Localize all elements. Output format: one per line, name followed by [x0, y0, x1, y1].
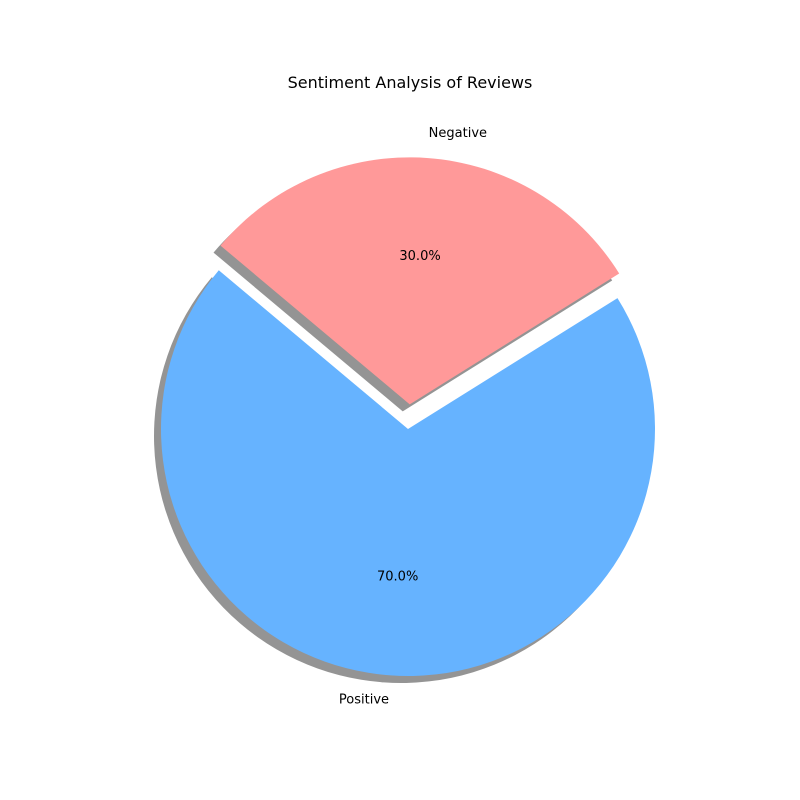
slice-percent-negative: 30.0%: [399, 249, 440, 264]
slice-percent-positive: 70.0%: [377, 569, 418, 584]
pie-slices: [161, 157, 656, 676]
chart-title: Sentiment Analysis of Reviews: [288, 73, 533, 92]
slice-label-positive: Positive: [339, 693, 389, 708]
pie-labels: Positive 70.0% Negative 30.0%: [339, 126, 487, 708]
slice-positive: [161, 270, 656, 676]
slice-label-negative: Negative: [429, 126, 487, 141]
slice-negative: [220, 157, 620, 405]
